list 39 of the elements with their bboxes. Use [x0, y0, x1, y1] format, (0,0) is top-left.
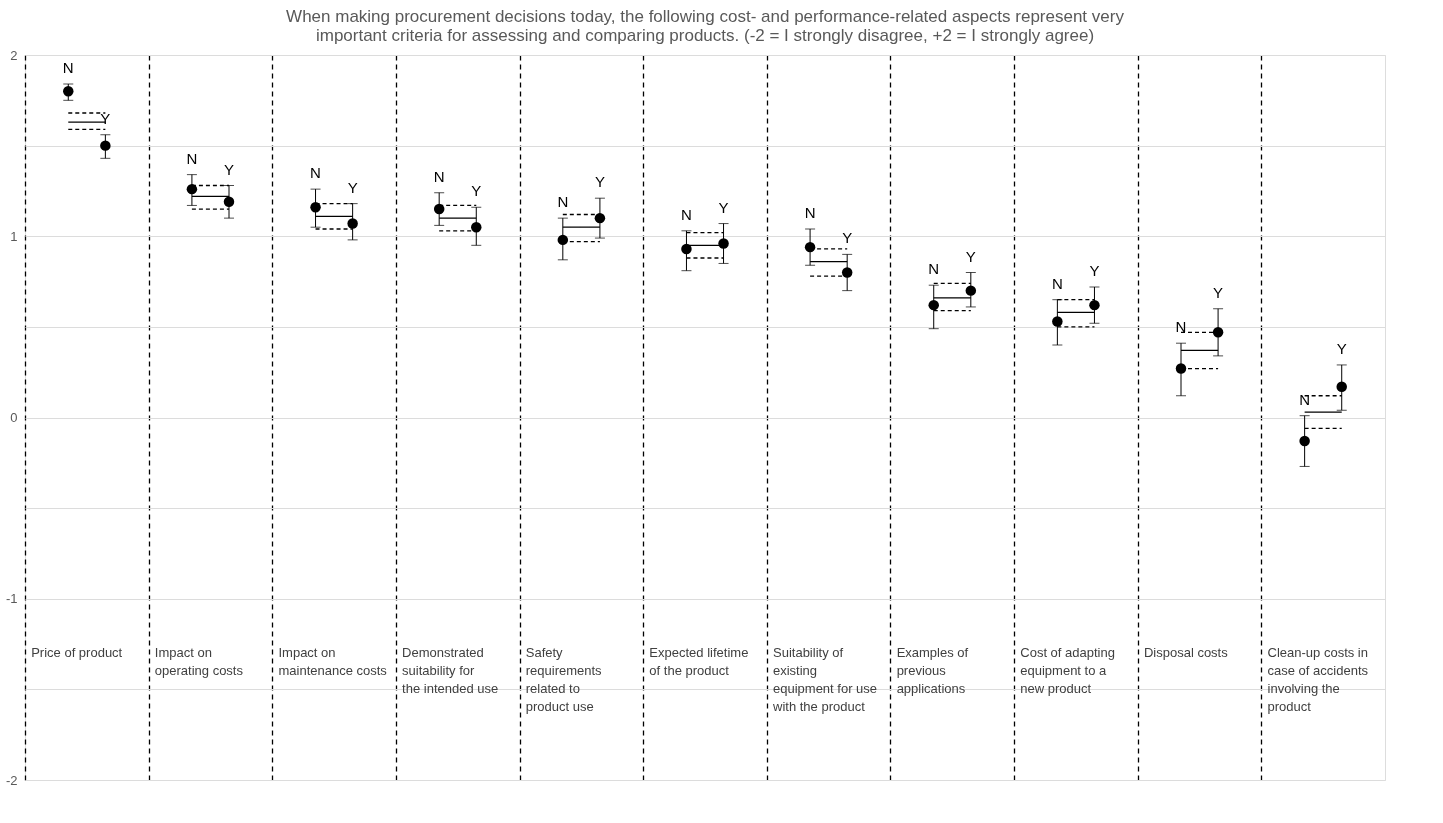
series-label: Y: [100, 109, 111, 127]
text: N: [1299, 390, 1311, 408]
text: N: [310, 164, 321, 182]
text: Y: [965, 247, 976, 265]
text: Y: [1089, 262, 1100, 279]
text: N: [1175, 318, 1187, 336]
x-tick-label: Suitability of existing equipment for use with the product: [772, 645, 878, 715]
x-tick-label: Impact on maintenance costs: [278, 645, 388, 679]
y-tick-label: 1: [10, 228, 18, 244]
text: N: [186, 149, 198, 167]
y-tick-label: -1: [5, 591, 18, 607]
x-tick-label: Cost of adapting equipment to a new product: [1020, 645, 1115, 697]
text: Y: [718, 198, 729, 216]
text: Y: [842, 229, 853, 247]
x-tick-label: Safety requirements related to product use: [525, 645, 603, 715]
x-tick-label: Clean-up costs in case of accidents involving the product: [1267, 645, 1369, 715]
text: N: [928, 260, 940, 278]
text: Y: [347, 178, 358, 196]
x-tick-label: Expected lifetime of the product: [649, 645, 749, 679]
x-tick-label: Disposal costs: [1143, 645, 1229, 661]
x-tick-label: Examples of previous applications: [896, 645, 969, 697]
text: Y: [223, 160, 235, 178]
chart-title: When making procurement decisions today, the following cost- and performance-related aspects represent very important criteria for assessing and comparing products. (-2 = I strongly disagree, +2 = I strongly agree): [286, 7, 1125, 45]
x-tick-label: Impact on operating costs: [154, 645, 244, 679]
text: N: [1051, 274, 1063, 292]
series-label: N: [62, 59, 74, 76]
x-tick-label: Demonstrated suitability for the intended use: [402, 645, 499, 697]
text: N: [557, 193, 569, 211]
y-tick-label: 0: [10, 410, 18, 425]
text: N: [804, 204, 816, 221]
x-tick-label: Price of product: [31, 645, 123, 661]
text: Y: [471, 182, 482, 200]
y-tick-label: 2: [10, 47, 18, 63]
text: Y: [594, 173, 605, 191]
y-tick-label: -2: [5, 772, 18, 788]
text: N: [433, 167, 445, 185]
text: N: [681, 205, 692, 223]
text: Y: [1336, 339, 1347, 357]
text: Y: [1213, 283, 1224, 301]
